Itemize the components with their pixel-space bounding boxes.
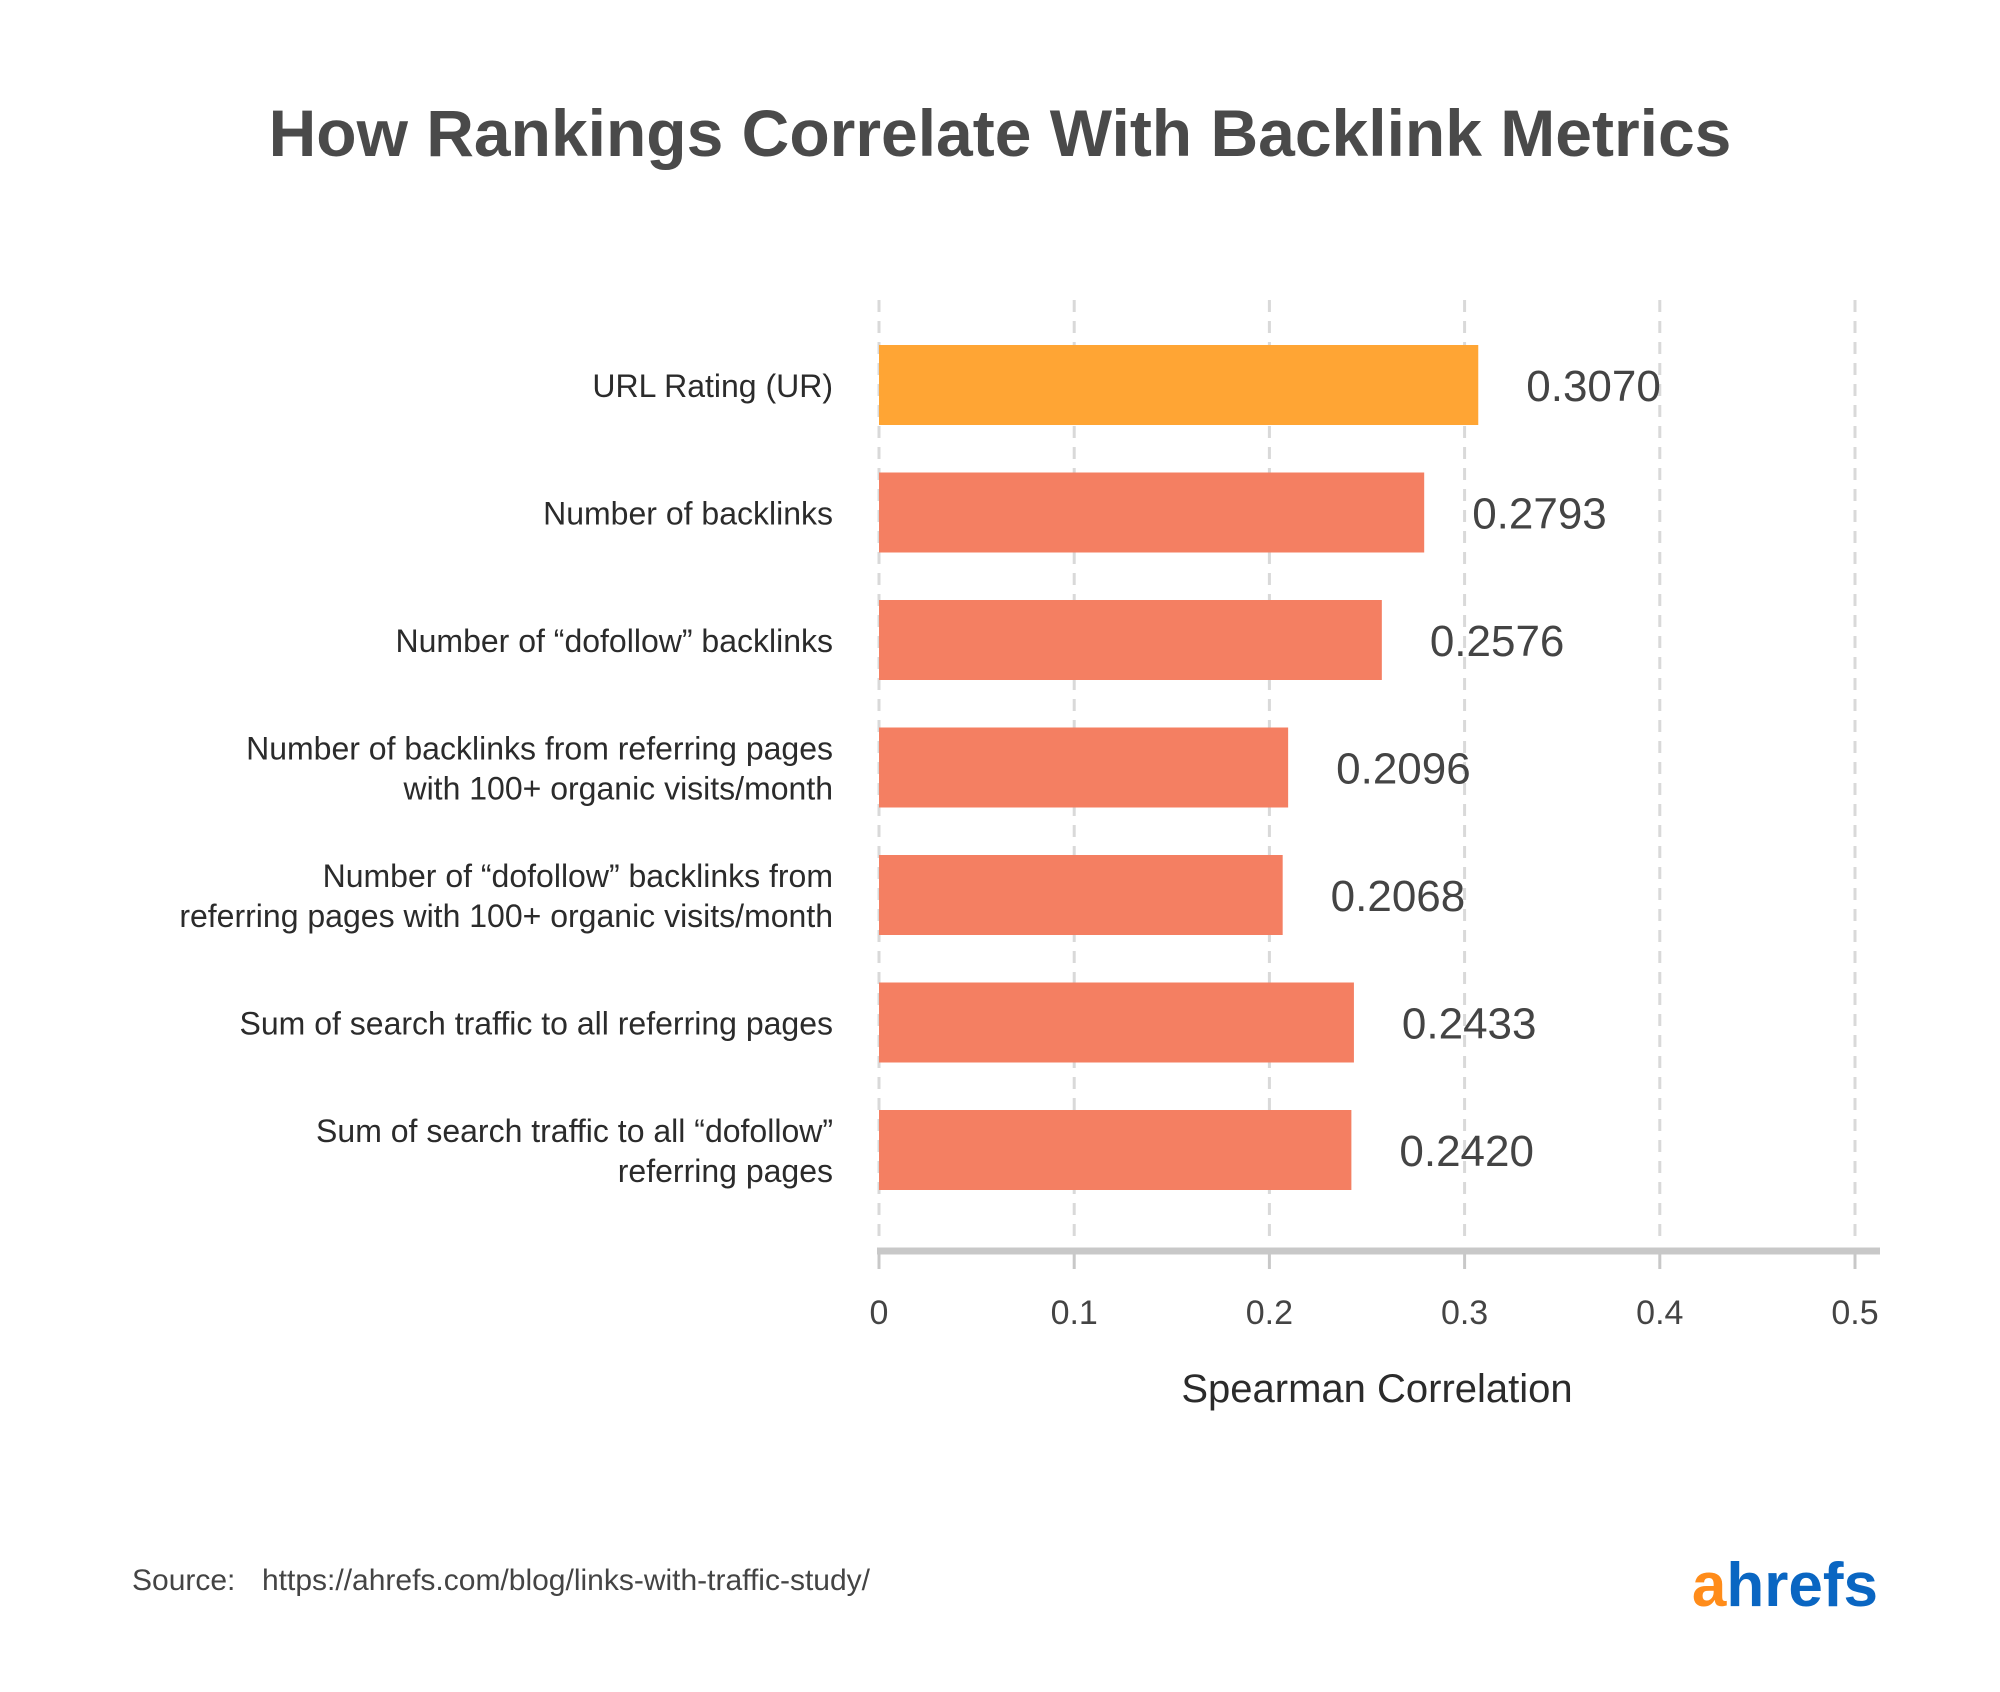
x-tick-label: 0.3 bbox=[1441, 1294, 1488, 1332]
source-label: Source: bbox=[132, 1564, 235, 1597]
x-tick-label: 0.1 bbox=[1051, 1294, 1098, 1332]
value-label: 0.2576 bbox=[1430, 617, 1565, 666]
value-label: 0.2068 bbox=[1331, 872, 1466, 921]
bar bbox=[879, 982, 1354, 1063]
category-label: Number of “dofollow” backlinks bbox=[396, 623, 834, 659]
x-tick-label: 0.4 bbox=[1636, 1294, 1683, 1332]
category-label: Number of backlinks from referring pages… bbox=[246, 731, 833, 807]
x-tick-label: 0.2 bbox=[1246, 1294, 1293, 1332]
value-labels: 0.3070 0.2793 0.2576 0.2096 0.2068 0.2433 0.24… bbox=[1331, 362, 1661, 1176]
bar bbox=[879, 1110, 1352, 1190]
value-label: 0.2420 bbox=[1399, 1127, 1534, 1176]
value-label: 0.2793 bbox=[1472, 490, 1607, 539]
value-label: 0.3070 bbox=[1526, 362, 1661, 411]
x-tick-label: 0.5 bbox=[1831, 1294, 1878, 1332]
ahrefs-logo: ahrefs bbox=[1692, 1551, 1878, 1620]
bar-highlighted bbox=[879, 345, 1479, 425]
bar bbox=[879, 855, 1283, 935]
source-link[interactable]: https://ahrefs.com/blog/links-with-traff… bbox=[262, 1564, 871, 1597]
x-axis: 0 0.1 0.2 0.3 0.4 0.5 bbox=[870, 1247, 1880, 1332]
x-axis-title: Spearman Correlation bbox=[1181, 1367, 1572, 1411]
category-label: Sum of search traffic to all “dofollow” r… bbox=[316, 1113, 833, 1189]
chart-title: How Rankings Correlate With Backlink Met… bbox=[269, 96, 1732, 170]
value-label: 0.2433 bbox=[1402, 1000, 1537, 1049]
x-tick-label: 0 bbox=[870, 1294, 889, 1332]
value-label: 0.2096 bbox=[1336, 745, 1471, 794]
source-footer: Source: https://ahrefs.com/blog/links-wi… bbox=[132, 1564, 871, 1597]
bar bbox=[879, 472, 1425, 553]
category-label: Number of backlinks bbox=[543, 496, 833, 532]
category-label: Sum of search traffic to all referring p… bbox=[240, 1006, 833, 1042]
logo-rest: hrefs bbox=[1726, 1551, 1878, 1620]
bar bbox=[879, 600, 1382, 680]
logo-first-letter: a bbox=[1692, 1551, 1727, 1620]
category-labels: URL Rating (UR) Number of backlinks Number… bbox=[179, 368, 833, 1189]
bar bbox=[879, 727, 1289, 808]
category-label: Number of “dofollow” backlinks from refer… bbox=[179, 858, 833, 934]
bars bbox=[879, 345, 1479, 1190]
category-label: URL Rating (UR) bbox=[592, 368, 833, 404]
